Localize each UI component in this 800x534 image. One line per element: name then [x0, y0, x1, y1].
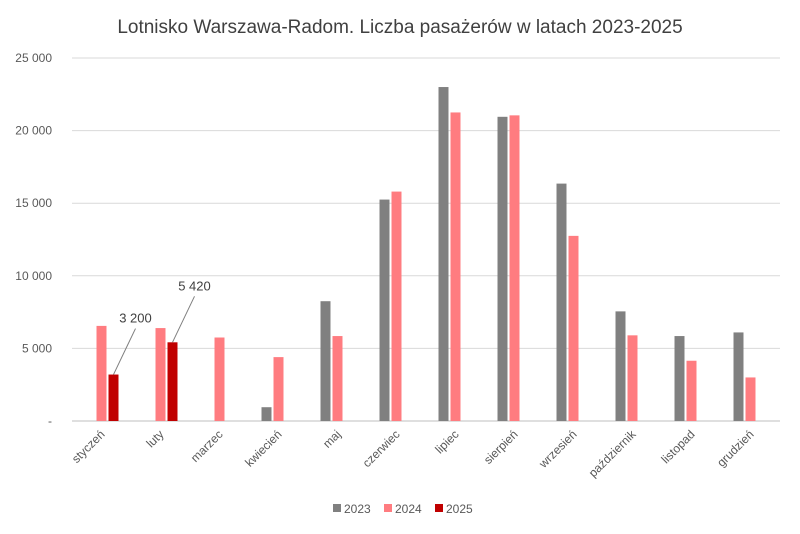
data-label: 5 420: [178, 278, 211, 293]
bar-2023: [674, 336, 685, 421]
x-tick-label: sierpień: [481, 427, 521, 467]
bar-2025: [108, 374, 119, 421]
chart-title: Lotnisko Warszawa-Radom. Liczba pasażeró…: [117, 17, 682, 38]
x-tick-label: maj: [320, 427, 344, 451]
bar-2024: [450, 112, 461, 421]
bar-2024: [509, 115, 520, 421]
bar-2023: [438, 87, 449, 421]
x-tick-label: luty: [144, 427, 167, 450]
legend-swatch-2025: [435, 504, 443, 512]
y-tick-label: 15 000: [15, 196, 52, 210]
legend-swatch-2024: [384, 504, 392, 512]
x-tick-label: grudzień: [714, 427, 756, 469]
bar-2023: [261, 407, 272, 421]
bar-2023: [320, 301, 331, 421]
bar-2024: [627, 335, 638, 421]
bar-2023: [733, 332, 744, 421]
x-tick-label: marzec: [188, 427, 226, 465]
data-label-leader: [113, 328, 136, 375]
x-tick-label: lipiec: [432, 427, 461, 456]
bar-2023: [497, 116, 508, 421]
y-tick-label: 10 000: [15, 269, 52, 283]
x-tick-label: październik: [586, 427, 640, 481]
y-tick-label: 5 000: [22, 341, 52, 355]
bar-2024: [568, 235, 579, 421]
x-tick-label: kwiecień: [242, 427, 284, 469]
bar-2024: [745, 377, 756, 421]
bar-2024: [686, 360, 697, 421]
bar-2024: [96, 325, 107, 421]
legend-label: 2024: [395, 502, 422, 516]
bar-2024: [391, 191, 402, 421]
bar-2024: [155, 328, 166, 421]
bar-2025: [167, 342, 178, 421]
bars: [96, 87, 756, 421]
y-tick-label: 20 000: [15, 124, 52, 138]
x-tick-label: czerwiec: [360, 427, 403, 470]
data-labels: 3 200 5 420: [113, 278, 211, 375]
bar-2024: [214, 337, 225, 421]
y-axis: - 5 000 10 000 15 000 20 000 25 000: [15, 51, 52, 428]
legend-label: 2025: [446, 502, 473, 516]
x-tick-label: wrzesień: [536, 427, 580, 471]
bar-2024: [273, 357, 284, 421]
y-tick-label: 25 000: [15, 51, 52, 65]
legend-swatch-2023: [333, 504, 341, 512]
legend: 2023 2024 2025: [333, 502, 473, 516]
x-tick-label: styczeń: [69, 427, 108, 466]
bar-2023: [556, 183, 567, 421]
y-tick-label: -: [48, 414, 52, 428]
data-label-leader: [172, 296, 195, 343]
x-axis: styczeń luty marzec kwiecień maj czerwiec lipi…: [69, 427, 757, 481]
data-label: 3 200: [119, 311, 152, 326]
gridlines: [72, 57, 780, 422]
bar-2023: [615, 311, 626, 421]
legend-label: 2023: [344, 502, 371, 516]
bar-2023: [379, 199, 390, 421]
x-tick-label: listopad: [658, 427, 697, 466]
bar-2024: [332, 336, 343, 421]
